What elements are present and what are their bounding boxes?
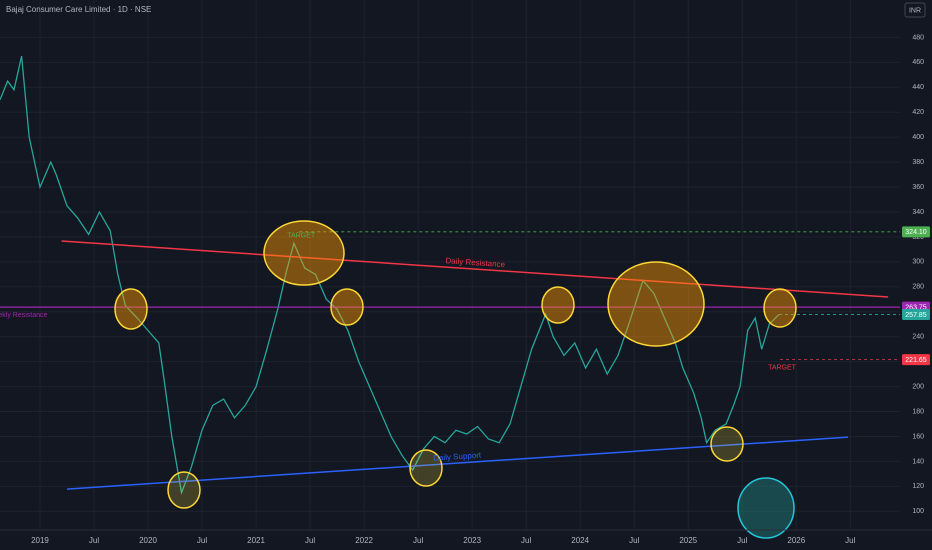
price-tag-label: 221.65 xyxy=(905,357,927,364)
x-tick-label: 2023 xyxy=(463,536,481,545)
x-tick-label: Jul xyxy=(629,536,639,545)
highlight-circle xyxy=(409,449,443,487)
y-tick-label: 200 xyxy=(912,383,924,390)
x-tick-label: 2026 xyxy=(787,536,805,545)
highlight-circle xyxy=(114,288,148,330)
highlight-circle xyxy=(330,288,364,326)
x-tick-label: 2020 xyxy=(139,536,157,545)
x-tick-label: 2024 xyxy=(571,536,589,545)
y-tick-label: 160 xyxy=(912,433,924,440)
y-tick-label: 100 xyxy=(912,508,924,515)
x-tick-label: 2019 xyxy=(31,536,49,545)
y-tick-label: 480 xyxy=(912,34,924,41)
chart-title: Bajaj Consumer Care Limited · 1D · NSE xyxy=(6,5,151,14)
x-tick-label: 2021 xyxy=(247,536,265,545)
price-tag xyxy=(902,226,930,238)
price-tag xyxy=(902,354,930,366)
trend-line-label: Daily Support xyxy=(433,451,482,463)
x-tick-label: Jul xyxy=(737,536,747,545)
price-tag xyxy=(902,308,930,320)
x-tick-label: Jul xyxy=(89,536,99,545)
x-tick-label: Jul xyxy=(305,536,315,545)
x-tick-label: Jul xyxy=(413,536,423,545)
y-tick-label: 180 xyxy=(912,408,924,415)
x-tick-label: 2025 xyxy=(679,536,697,545)
highlight-circle xyxy=(737,477,795,539)
x-tick-label: 2022 xyxy=(355,536,373,545)
y-tick-label: 460 xyxy=(912,59,924,66)
highlight-circle xyxy=(263,220,345,286)
highlight-circle xyxy=(763,288,797,328)
annotations xyxy=(114,220,797,539)
y-tick-label: 360 xyxy=(912,184,924,191)
level-label: Weekly Resistance xyxy=(0,312,48,319)
y-tick-label: 380 xyxy=(912,159,924,166)
y-tick-label: 140 xyxy=(912,458,924,465)
highlight-circle xyxy=(607,261,705,347)
y-tick-label: 420 xyxy=(912,109,924,116)
x-tick-label: Jul xyxy=(521,536,531,545)
grid xyxy=(0,0,900,530)
trend-line xyxy=(61,240,889,298)
y-tick-label: 300 xyxy=(912,259,924,266)
x-tick-label: Jul xyxy=(197,536,207,545)
y-tick-label: 440 xyxy=(912,84,924,91)
highlight-circle xyxy=(710,426,744,462)
currency[interactable]: INR xyxy=(909,7,921,14)
y-tick-label: 340 xyxy=(912,209,924,216)
price-tag-label: 263.75 xyxy=(905,304,927,311)
price-tag-label: 324.10 xyxy=(905,229,927,236)
highlight-circle xyxy=(541,286,575,324)
y-tick-label: 280 xyxy=(912,284,924,291)
price-tag-label: 257.85 xyxy=(905,312,927,319)
y-tick-label: 240 xyxy=(912,334,924,341)
trend-line-label: Daily Resistance xyxy=(445,256,506,269)
price-axis xyxy=(900,0,932,550)
x-tick-label: Jul xyxy=(845,536,855,545)
y-tick-label: 120 xyxy=(912,483,924,490)
highlight-circle xyxy=(167,471,201,509)
level-label: TARGET xyxy=(287,233,316,240)
price-line xyxy=(0,55,780,496)
currency-box[interactable] xyxy=(904,2,926,18)
y-tick-label: 400 xyxy=(912,134,924,141)
level-label: TARGET xyxy=(768,364,797,371)
plot xyxy=(0,55,900,496)
